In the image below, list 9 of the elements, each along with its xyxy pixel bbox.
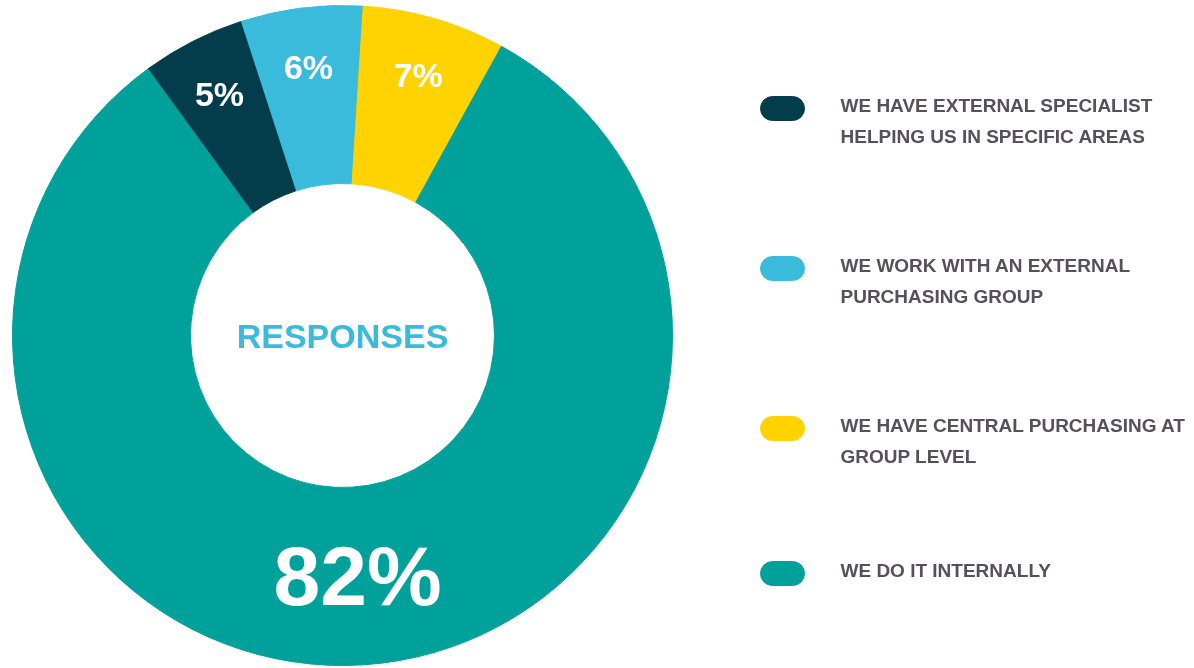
- data-label: 6%: [283, 47, 334, 86]
- legend-label: WE HAVE CENTRAL PURCHASING AT GROUP LEVEL: [840, 414, 1186, 467]
- data-label: 5%: [194, 75, 245, 114]
- legend-label: WE HAVE EXTERNAL SPECIALIST HELPING US IN SPECIFIC AREAS: [840, 94, 1153, 147]
- data-label: 7%: [393, 56, 443, 95]
- data-label: 82%: [273, 529, 442, 624]
- legend-label: WE WORK WITH AN EXTERNAL PURCHASING GROUP: [840, 254, 1131, 307]
- legend-label: WE DO IT INTERNALLY: [840, 559, 1052, 581]
- text: RESPONSES: [236, 316, 449, 355]
